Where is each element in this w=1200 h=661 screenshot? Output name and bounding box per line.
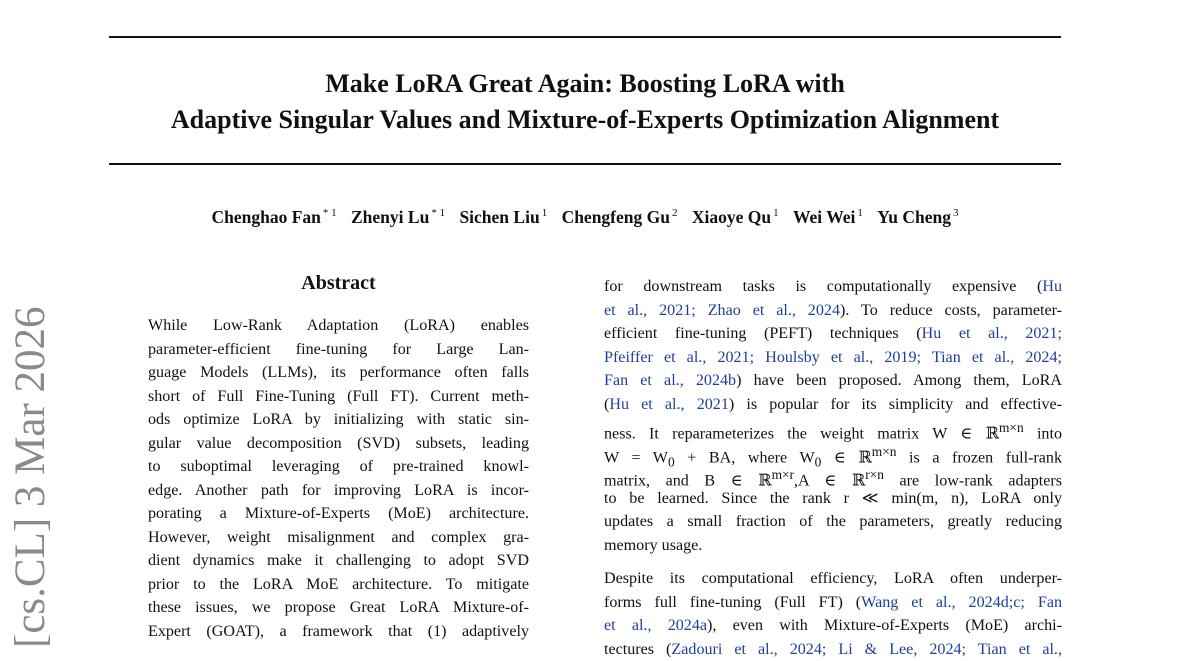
abstract-line: gular value decomposition (SVD) subsets,… bbox=[148, 432, 529, 456]
abstract-body: While Low-Rank Adaptation (LoRA) enables… bbox=[148, 314, 529, 643]
abstract-line: edge. Another path for improving LoRA is… bbox=[148, 479, 529, 503]
title-line-2: Adaptive Singular Values and Mixture-of-… bbox=[109, 102, 1061, 138]
intro-line: updates a small fraction of the paramete… bbox=[604, 510, 1062, 534]
intro-line: W = W0 + BA, where W0 ∈ ℝm×n is a frozen… bbox=[604, 440, 1062, 464]
citation-link[interactable]: Hu bbox=[1042, 278, 1062, 295]
citation-link[interactable]: Wang et al., 2024d;c; Fan bbox=[861, 594, 1062, 611]
citation-link[interactable]: Fan et al., 2024b bbox=[604, 372, 736, 389]
abstract-heading: Abstract bbox=[148, 272, 529, 295]
abstract-line: these issues, we propose Great LoRA Mixt… bbox=[148, 596, 529, 620]
abstract-line: guage Models (LLMs), its performance oft… bbox=[148, 361, 529, 385]
citation-link[interactable]: Hu et al., 2021; bbox=[922, 325, 1062, 342]
citation-link[interactable]: et al., 2024a bbox=[604, 617, 707, 634]
abstract-line: Expert (GOAT), a framework that (1) adap… bbox=[148, 620, 529, 644]
intro-line: Pfeiffer et al., 2021; Houlsby et al., 2… bbox=[604, 346, 1062, 370]
intro-line: for downstream tasks is computationally … bbox=[604, 275, 1062, 299]
intro-line: et al., 2024a), even with Mixture-of-Exp… bbox=[604, 614, 1062, 638]
intro-line: Despite its computational efficiency, Lo… bbox=[604, 567, 1062, 591]
intro-line: tectures (Zadouri et al., 2024; Li & Lee… bbox=[604, 638, 1062, 661]
paper-title: Make LoRA Great Again: Boosting LoRA wit… bbox=[109, 66, 1061, 138]
title-bottom-rule bbox=[109, 163, 1061, 165]
citation-link[interactable]: Hu et al., 2021 bbox=[609, 396, 729, 413]
title-line-1: Make LoRA Great Again: Boosting LoRA wit… bbox=[109, 66, 1061, 102]
intro-line: Fan et al., 2024b) have been proposed. A… bbox=[604, 369, 1062, 393]
citation-link[interactable]: Zadouri et al., 2024; Li & Lee, 2024; Ti… bbox=[671, 641, 1062, 658]
intro-line: (Hu et al., 2021) is popular for its sim… bbox=[604, 393, 1062, 417]
intro-line: efficient fine-tuning (PEFT) techniques … bbox=[604, 322, 1062, 346]
abstract-line: porating a Mixture-of-Experts (MoE) arch… bbox=[148, 502, 529, 526]
intro-line: to be learned. Since the rank r ≪ min(m,… bbox=[604, 487, 1062, 511]
intro-line: ness. It reparameterizes the weight matr… bbox=[604, 416, 1062, 440]
intro-line: forms full fine-tuning (Full FT) (Wang e… bbox=[604, 591, 1062, 615]
abstract-line: prior to the LoRA MoE architecture. To m… bbox=[148, 573, 529, 597]
abstract-line: to suboptimal leveraging of pre-trained … bbox=[148, 455, 529, 479]
citation-link[interactable]: Pfeiffer et al., 2021; Houlsby et al., 2… bbox=[604, 349, 1062, 366]
intro-line: memory usage. bbox=[604, 534, 1062, 558]
arxiv-side-stamp: [cs.CL] 3 Mar 2026 bbox=[6, 306, 56, 648]
title-top-rule bbox=[109, 36, 1061, 38]
abstract-line: However, weight misalignment and complex… bbox=[148, 526, 529, 550]
intro-line: et al., 2021; Zhao et al., 2024). To red… bbox=[604, 299, 1062, 323]
abstract-line: ods optimize LoRA by initializing with s… bbox=[148, 408, 529, 432]
introduction-body: for downstream tasks is computationally … bbox=[604, 275, 1062, 661]
abstract-line: parameter-efficient fine-tuning for Larg… bbox=[148, 338, 529, 362]
abstract-line: dient dynamics make it challenging to ad… bbox=[148, 549, 529, 573]
author: Zhenyi Lu* 1 bbox=[351, 207, 445, 228]
citation-link[interactable]: et al., 2021; Zhao et al., 2024 bbox=[604, 302, 840, 319]
abstract-line: short of Full Fine-Tuning (Full FT). Cur… bbox=[148, 385, 529, 409]
abstract-line: While Low-Rank Adaptation (LoRA) enables bbox=[148, 314, 529, 338]
author: Chenghao Fan* 1 bbox=[211, 207, 336, 228]
intro-line: matrix, and B ∈ ℝm×r,A ∈ ℝr×n are low-ra… bbox=[604, 463, 1062, 487]
